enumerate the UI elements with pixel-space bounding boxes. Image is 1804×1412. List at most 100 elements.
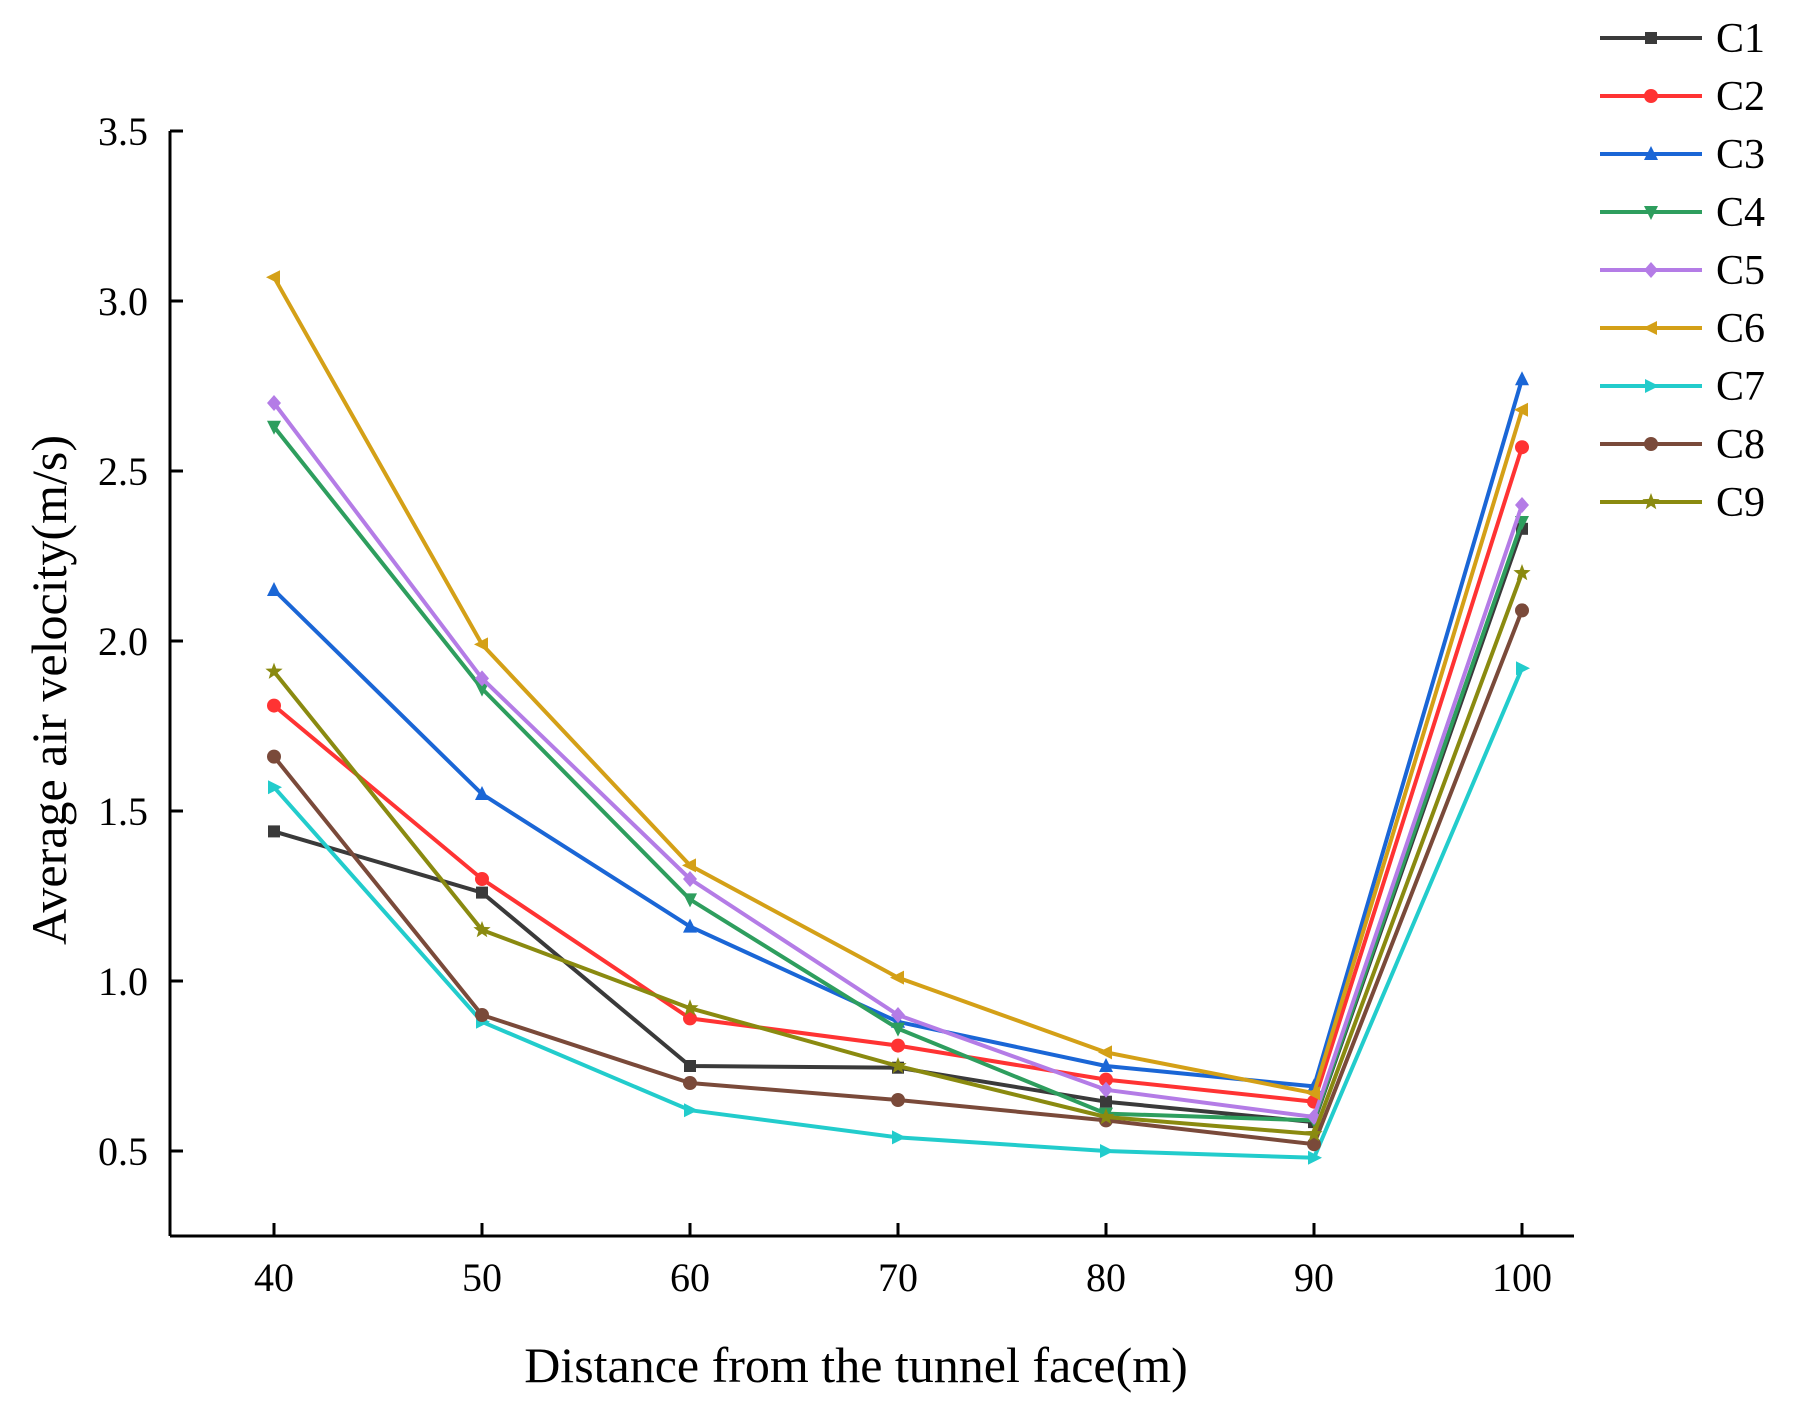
- data-point: [683, 918, 697, 933]
- y-tick-label: 0.5: [98, 1129, 148, 1174]
- legend-item-c2: C2: [1600, 74, 1765, 120]
- data-point: [1642, 493, 1660, 510]
- y-tick-label: 3.0: [98, 279, 148, 324]
- series-layer: [265, 270, 1531, 1165]
- data-point: [891, 1093, 905, 1107]
- y-tick-label: 2.5: [98, 449, 148, 494]
- x-tick-label: 50: [462, 1255, 502, 1300]
- data-point: [1513, 564, 1531, 581]
- legend-label: C5: [1716, 248, 1765, 294]
- legend-label: C1: [1716, 16, 1765, 62]
- series-line: [272, 667, 1524, 1160]
- data-point: [475, 786, 489, 800]
- legend-item-c7: C7: [1600, 364, 1765, 410]
- y-tick-label: 2.0: [98, 619, 148, 664]
- legend-label: C6: [1716, 306, 1765, 352]
- series-line: [272, 276, 1524, 1096]
- legend-item-c5: C5: [1600, 248, 1765, 294]
- legend-label: C2: [1716, 74, 1765, 120]
- data-point: [683, 1076, 697, 1090]
- series-c7: [268, 661, 1530, 1165]
- data-point: [1644, 262, 1658, 278]
- data-point: [475, 670, 489, 687]
- data-point: [891, 1038, 905, 1053]
- data-point: [266, 270, 280, 285]
- data-point: [1099, 1058, 1113, 1072]
- data-point: [682, 858, 696, 873]
- axes: 40 50 60 70 80 90 100 0.5 1.0 1.5 2.0 2.5 3.0 3.5: [98, 109, 1574, 1300]
- data-point: [265, 662, 283, 679]
- series-c9: [265, 564, 1531, 1142]
- data-point: [1097, 1108, 1115, 1125]
- data-point: [891, 1007, 905, 1023]
- data-point: [268, 825, 280, 838]
- data-point: [267, 698, 281, 713]
- data-point: [892, 1130, 906, 1145]
- data-point: [1644, 89, 1658, 103]
- y-tick-label: 1.5: [98, 789, 148, 834]
- data-point: [1515, 440, 1529, 455]
- data-point: [1099, 1072, 1113, 1087]
- data-point: [475, 1008, 489, 1022]
- data-point: [1308, 1150, 1322, 1165]
- data-point: [1644, 437, 1658, 451]
- x-tick-label: 80: [1086, 1255, 1126, 1300]
- data-point: [1306, 1086, 1320, 1101]
- legend-item-c6: C6: [1600, 306, 1765, 352]
- data-point: [474, 637, 488, 652]
- data-point: [1645, 32, 1657, 44]
- data-point: [1514, 402, 1528, 417]
- x-tick-label: 70: [878, 1255, 918, 1300]
- x-tick-label: 90: [1294, 1255, 1334, 1300]
- data-point: [683, 1011, 697, 1026]
- data-point: [1516, 661, 1530, 676]
- data-point: [267, 420, 281, 435]
- data-point: [473, 921, 491, 938]
- y-tick-label: 1.0: [98, 959, 148, 1004]
- legend-label: C8: [1716, 422, 1765, 468]
- data-point: [1515, 603, 1529, 618]
- data-point: [1515, 371, 1529, 386]
- legend-label: C4: [1716, 190, 1765, 236]
- data-point: [268, 780, 282, 795]
- data-point: [681, 999, 699, 1016]
- series-c6: [266, 270, 1528, 1101]
- data-point: [267, 582, 281, 596]
- legend-item-c8: C8: [1600, 422, 1765, 468]
- legend-label: C3: [1716, 132, 1765, 178]
- data-point: [475, 682, 489, 697]
- legend-item-c3: C3: [1600, 132, 1765, 178]
- data-point: [1515, 497, 1529, 513]
- data-point: [684, 1060, 696, 1072]
- y-axis-title: Average air velocity(m/s): [21, 435, 77, 945]
- data-point: [684, 1103, 698, 1118]
- data-point: [267, 749, 281, 764]
- data-point: [1643, 321, 1657, 335]
- x-tick-label: 40: [254, 1255, 294, 1300]
- data-point: [1100, 1144, 1114, 1158]
- legend-item-c1: C1: [1600, 16, 1765, 62]
- data-point: [475, 872, 489, 886]
- data-point: [1644, 206, 1658, 220]
- data-point: [476, 886, 488, 899]
- data-point: [1098, 1045, 1112, 1060]
- x-axis-title: Distance from the tunnel face(m): [524, 1337, 1188, 1393]
- data-point: [1644, 146, 1658, 160]
- data-point: [683, 893, 697, 908]
- legend: C1 C2 C3 C4 C5 C6 C7 C8 C9: [1600, 16, 1765, 526]
- legend-item-c4: C4: [1600, 190, 1765, 236]
- x-tick-label: 100: [1492, 1255, 1552, 1300]
- data-point: [683, 871, 697, 887]
- data-point: [267, 395, 281, 411]
- data-point: [1305, 1125, 1323, 1142]
- x-tick-label: 60: [670, 1255, 710, 1300]
- data-point: [1099, 1081, 1113, 1098]
- series-c8: [267, 603, 1529, 1152]
- data-point: [1307, 1137, 1321, 1152]
- y-tick-label: 3.5: [98, 109, 148, 154]
- legend-label: C9: [1716, 480, 1765, 526]
- data-point: [891, 1022, 905, 1037]
- data-point: [889, 1057, 907, 1074]
- data-point: [1100, 1095, 1112, 1108]
